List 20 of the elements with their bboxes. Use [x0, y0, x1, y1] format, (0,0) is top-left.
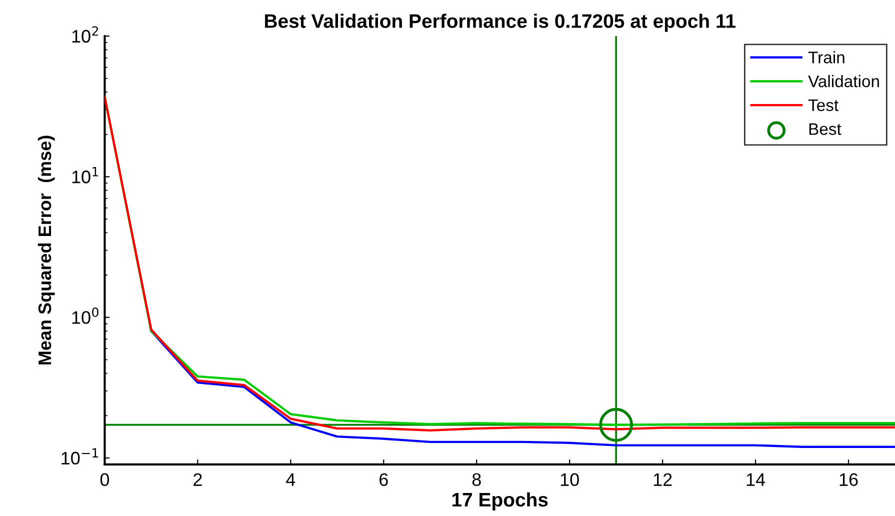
legend-label: Train — [808, 51, 844, 64]
x-tick-label: 0 — [100, 473, 110, 486]
y-tick-label: 10$^{2}$ — [72, 26, 98, 43]
x-axis-title: 17 Epochs — [452, 492, 548, 510]
x-tick-label: 4 — [286, 473, 296, 486]
legend-label: Validation — [808, 74, 879, 88]
x-tick-label: 10 — [560, 473, 579, 486]
y-tick-label: 10$^{−1}$ — [62, 448, 98, 465]
legend-label: Best — [809, 123, 842, 135]
y-tick-label: 10$^{0}$ — [72, 307, 98, 324]
chart-title: Best Validation Performance is 0.17205 at epoch 11 — [265, 14, 736, 32]
x-tick-label: 8 — [472, 473, 481, 486]
y-tick-label: 10$^{1}$ — [72, 167, 98, 184]
x-tick-label: 14 — [746, 473, 766, 486]
y-axis-title: Mean Squared Error (mse) — [38, 136, 55, 364]
x-tick-label: 12 — [654, 473, 672, 486]
x-tick-label: 6 — [380, 473, 388, 486]
legend-label: Test — [808, 99, 838, 112]
x-tick-label: 2 — [194, 473, 202, 486]
x-tick-label: 16 — [840, 473, 858, 486]
